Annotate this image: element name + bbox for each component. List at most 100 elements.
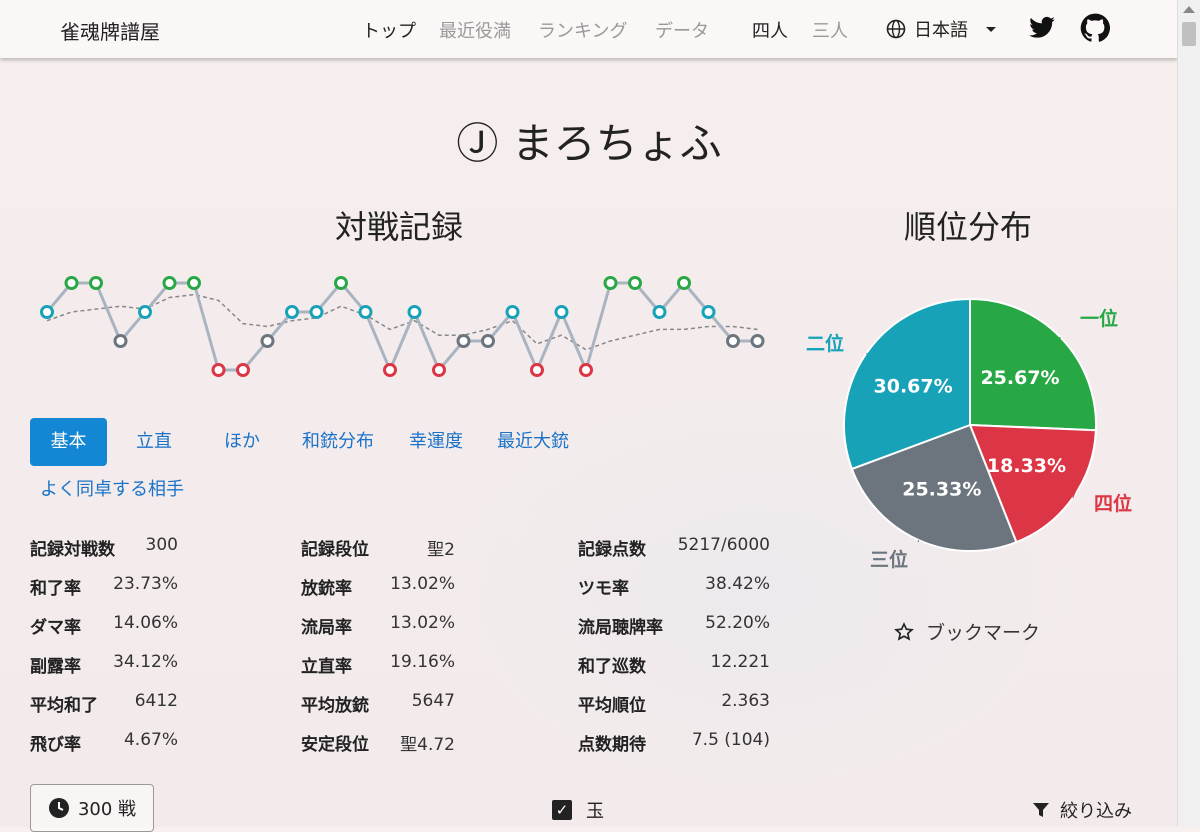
clock-icon (48, 797, 70, 819)
pie-percent-label: 25.67% (980, 367, 1059, 389)
rank-point[interactable] (679, 278, 690, 289)
nav-ranking[interactable]: ランキング (538, 17, 627, 43)
stat-label: 平均和了 (30, 691, 98, 716)
pie-slice[interactable] (970, 299, 1096, 430)
globe-icon (886, 19, 906, 39)
mode-three-player[interactable]: 三人 (812, 17, 848, 43)
stat-label: 流局聴牌率 (578, 613, 663, 638)
filter-icon (1032, 801, 1050, 819)
tab-riichi[interactable]: 立直 (126, 418, 182, 466)
pie-rank-label: 二位 (806, 332, 844, 355)
stat-value: 7.5 (104) (692, 730, 770, 750)
rank-line (47, 283, 758, 370)
stat-value: 12.221 (711, 652, 770, 672)
bookmark-button[interactable]: ブックマーク (894, 618, 1040, 645)
rank-point[interactable] (752, 336, 763, 347)
pie-percent-label: 18.33% (987, 455, 1066, 477)
rank-point[interactable] (507, 307, 518, 318)
rank-point[interactable] (605, 278, 616, 289)
rank-point[interactable] (115, 336, 126, 347)
checkbox-checked-icon[interactable]: ✓ (552, 800, 572, 820)
player-name: Ⓙ まろちょふ (0, 110, 1178, 171)
stat-value: 300 (146, 535, 178, 555)
rank-point[interactable] (66, 278, 77, 289)
rank-point[interactable] (630, 278, 641, 289)
stat-value: 5647 (412, 691, 455, 711)
filter-label: 絞り込み (1060, 797, 1132, 823)
mode-four-player[interactable]: 四人 (752, 17, 788, 43)
rank-point[interactable] (336, 278, 347, 289)
rank-point[interactable] (262, 336, 273, 347)
rank-point[interactable] (483, 336, 494, 347)
stat-label: 飛び率 (30, 730, 81, 755)
stat-value: 5217/6000 (678, 535, 770, 555)
scroll-up-arrow-icon[interactable] (1183, 6, 1195, 13)
navbar: 雀魂牌譜屋 トップ 最近役満 ランキング データ 四人 三人 日本語 (0, 0, 1178, 58)
stat-value: 23.73% (113, 574, 178, 594)
stat-label: ダマ率 (30, 613, 81, 638)
filter-button[interactable]: 絞り込み (1032, 797, 1132, 823)
game-count-label: 300 戦 (78, 795, 136, 821)
brand-logo[interactable]: 雀魂牌譜屋 (60, 16, 160, 45)
stat-value: 34.12% (113, 652, 178, 672)
stat-value: 13.02% (390, 613, 455, 633)
rank-point[interactable] (213, 365, 224, 376)
stat-label: 副露率 (30, 652, 81, 677)
stat-label: 和了率 (30, 574, 81, 599)
tab-win-deal-distribution[interactable]: 和銃分布 (292, 418, 384, 466)
rank-point[interactable] (458, 336, 469, 347)
language-label: 日本語 (914, 16, 968, 42)
pie-rank-label: 四位 (1094, 492, 1132, 515)
rank-point[interactable] (532, 365, 543, 376)
rank-point[interactable] (360, 307, 371, 318)
stat-label: 記録段位 (301, 535, 369, 560)
stat-label: 点数期待 (578, 730, 646, 755)
rank-point[interactable] (556, 307, 567, 318)
rank-point[interactable] (140, 307, 151, 318)
stat-label: 放銃率 (301, 574, 352, 599)
rank-point[interactable] (385, 365, 396, 376)
rank-point[interactable] (91, 278, 102, 289)
pie-percent-label: 25.33% (902, 478, 981, 500)
github-icon[interactable] (1080, 13, 1110, 43)
tab-basic[interactable]: 基本 (30, 418, 107, 466)
rank-point[interactable] (728, 336, 739, 347)
scrollbar[interactable] (1177, 0, 1200, 827)
rank-point[interactable] (311, 307, 322, 318)
language-selector[interactable]: 日本語 (886, 16, 998, 42)
rank-point[interactable] (654, 307, 665, 318)
rank-filter-checkbox[interactable]: ✓ 玉 (552, 797, 604, 823)
nav-recent-yakuman[interactable]: 最近役満 (439, 17, 511, 43)
tab-recent-big-deal[interactable]: 最近大銃 (487, 418, 579, 466)
rank-point[interactable] (434, 365, 445, 376)
twitter-icon[interactable] (1027, 14, 1057, 42)
stat-label: 平均放銃 (301, 691, 369, 716)
rank-point[interactable] (189, 278, 200, 289)
stat-value: 19.16% (390, 652, 455, 672)
tab-luck[interactable]: 幸運度 (399, 418, 473, 466)
nav-top[interactable]: トップ (362, 17, 416, 43)
rank-distribution-title: 順位分布 (904, 202, 1032, 248)
stat-label: 立直率 (301, 652, 352, 677)
nav-data[interactable]: データ (655, 17, 709, 43)
stat-label: 安定段位 (301, 730, 369, 755)
scroll-thumb[interactable] (1182, 22, 1196, 46)
stat-label: 記録対戦数 (30, 535, 115, 560)
stat-value: 聖2 (427, 535, 455, 560)
rank-point[interactable] (581, 365, 592, 376)
rank-point[interactable] (703, 307, 714, 318)
recent-games-chart (30, 270, 770, 382)
rank-point[interactable] (164, 278, 175, 289)
tab-frequent-opponents[interactable]: よく同卓する相手 (30, 466, 194, 514)
bookmark-label: ブックマーク (926, 618, 1040, 645)
rank-point[interactable] (287, 307, 298, 318)
tab-other[interactable]: ほか (214, 418, 270, 466)
stat-value: 38.42% (705, 574, 770, 594)
rank-point[interactable] (42, 307, 53, 318)
rank-point[interactable] (409, 307, 420, 318)
rank-point[interactable] (238, 365, 249, 376)
pie-percent-label: 30.67% (874, 375, 953, 397)
stat-label: 和了巡数 (578, 652, 646, 677)
game-count-button[interactable]: 300 戦 (30, 784, 154, 832)
